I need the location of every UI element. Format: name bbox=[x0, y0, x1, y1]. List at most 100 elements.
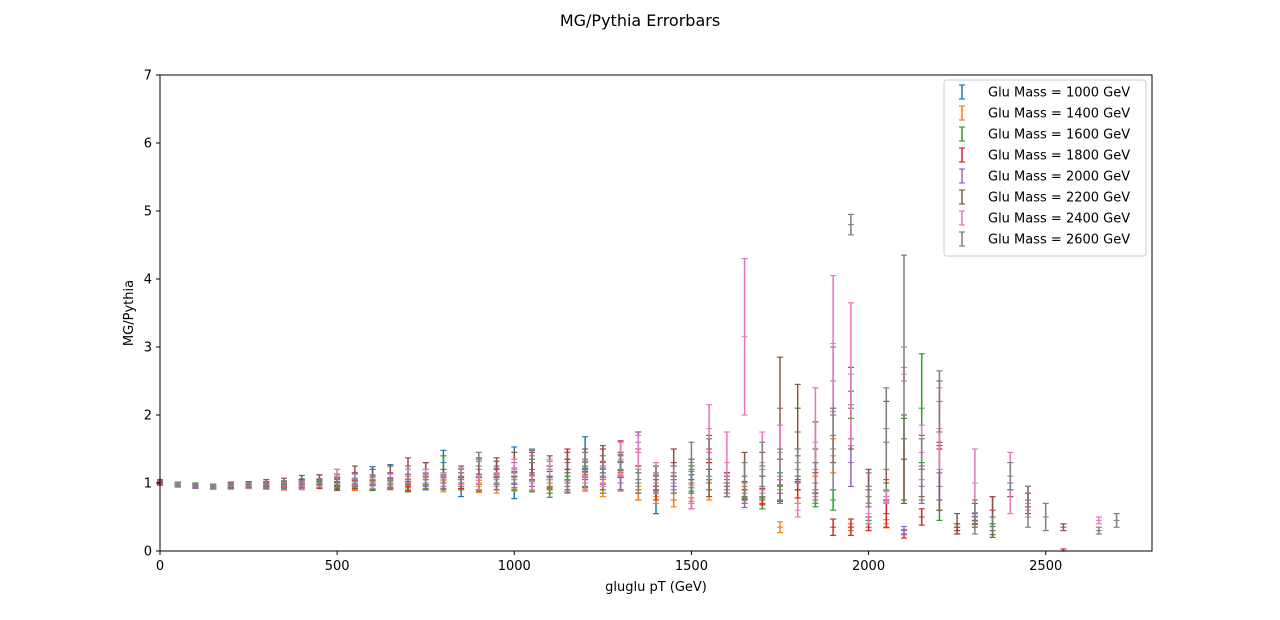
errorbar-point bbox=[351, 477, 358, 489]
errorbar-point bbox=[847, 518, 854, 536]
errorbar-point bbox=[334, 478, 341, 488]
errorbar-point bbox=[865, 485, 872, 508]
legend-label: Glu Mass = 1400 GeV bbox=[988, 107, 1130, 122]
errorbar-point bbox=[511, 475, 518, 491]
y-tick-label: 6 bbox=[144, 137, 152, 152]
x-tick-label: 2000 bbox=[852, 559, 885, 574]
x-tick-label: 2500 bbox=[1029, 559, 1062, 574]
errorbar-point bbox=[263, 482, 270, 490]
errorbar-point bbox=[918, 508, 925, 526]
legend: Glu Mass = 1000 GeV Glu Mass = 1400 GeV Gl… bbox=[943, 79, 1147, 257]
legend-label: Glu Mass = 1600 GeV bbox=[988, 128, 1130, 143]
errorbar-point bbox=[901, 525, 907, 536]
errorbar-point bbox=[688, 497, 695, 510]
errorbar-point bbox=[635, 472, 642, 494]
y-axis-ticks: 0 1 2 3 4 5 6 7 bbox=[144, 69, 160, 560]
errorbar-point bbox=[901, 254, 907, 440]
legend-entry: Glu Mass = 2000 GeV bbox=[959, 168, 1130, 185]
y-tick-label: 3 bbox=[144, 341, 152, 356]
y-tick-label: 2 bbox=[144, 409, 152, 424]
errorbar-point bbox=[653, 465, 659, 494]
errorbar-point bbox=[830, 407, 837, 491]
x-axis-label: gluglu pT (GeV) bbox=[605, 580, 707, 595]
data-marks bbox=[157, 213, 1120, 552]
errorbar-point bbox=[617, 453, 624, 472]
x-tick-label: 500 bbox=[325, 559, 350, 574]
errorbar-point bbox=[599, 460, 606, 479]
errorbar-point bbox=[227, 482, 234, 490]
errorbar-point bbox=[387, 477, 394, 489]
errorbar-point bbox=[1060, 523, 1067, 532]
errorbar-point bbox=[741, 462, 748, 504]
x-tick-label: 1000 bbox=[498, 559, 531, 574]
errorbar-point bbox=[741, 258, 748, 416]
errorbar-point bbox=[918, 438, 925, 501]
legend-entry: Glu Mass = 1600 GeV bbox=[959, 126, 1130, 143]
y-tick-label: 5 bbox=[144, 205, 152, 220]
errorbar-point bbox=[564, 451, 571, 474]
errorbar-point bbox=[210, 483, 217, 490]
errorbar-point bbox=[670, 465, 677, 494]
x-tick-label: 0 bbox=[156, 559, 164, 574]
y-tick-label: 1 bbox=[144, 477, 152, 492]
errorbar-point bbox=[954, 512, 961, 535]
errorbar-point bbox=[1042, 502, 1049, 532]
errorbar-point bbox=[369, 474, 376, 485]
errorbar-point bbox=[847, 302, 854, 447]
legend-entry: Glu Mass = 2200 GeV bbox=[959, 189, 1130, 206]
errorbar-point bbox=[635, 434, 642, 470]
errorbar-point bbox=[830, 518, 837, 536]
legend-label: Glu Mass = 2600 GeV bbox=[988, 233, 1130, 248]
y-axis-label: MG/Pythia bbox=[122, 280, 137, 346]
y-tick-label: 0 bbox=[144, 545, 152, 560]
errorbar-point bbox=[582, 451, 589, 474]
errorbar-point bbox=[458, 472, 465, 487]
legend-entry: Glu Mass = 1400 GeV bbox=[959, 105, 1130, 122]
errorbar-point bbox=[493, 457, 500, 475]
legend-entry: Glu Mass = 2400 GeV bbox=[959, 210, 1130, 227]
errorbar-point bbox=[971, 499, 978, 535]
x-tick-label: 1500 bbox=[675, 559, 708, 574]
errorbar-point bbox=[564, 479, 571, 494]
errorbar-point bbox=[830, 275, 837, 413]
errorbar-point bbox=[759, 441, 766, 498]
legend-label: Glu Mass = 2000 GeV bbox=[988, 170, 1130, 185]
errorbar-point bbox=[529, 448, 535, 464]
errorbar-point bbox=[493, 475, 500, 491]
errorbar-point bbox=[989, 516, 996, 532]
legend-entry: Glu Mass = 1800 GeV bbox=[959, 147, 1130, 164]
errorbar-point bbox=[546, 475, 553, 491]
errorbar-point bbox=[582, 475, 589, 491]
plot-frame bbox=[159, 74, 1153, 552]
errorbar-point bbox=[281, 481, 287, 490]
errorbar-point bbox=[812, 462, 819, 504]
errorbar-point bbox=[794, 502, 801, 518]
errorbar-point bbox=[777, 448, 783, 504]
errorbar-point bbox=[316, 478, 323, 488]
y-tick-label: 4 bbox=[144, 273, 152, 288]
errorbar-point bbox=[1025, 485, 1031, 528]
errorbar-point bbox=[192, 483, 199, 489]
legend-entry: Glu Mass = 2600 GeV bbox=[959, 231, 1130, 248]
errorbar-point bbox=[1113, 512, 1120, 528]
chart-title: MG/Pythia Errorbars bbox=[560, 11, 720, 30]
legend-label: Glu Mass = 2400 GeV bbox=[988, 212, 1130, 227]
errorbar-point bbox=[706, 438, 713, 481]
errorbar-point bbox=[298, 480, 305, 489]
errorbar-point bbox=[847, 213, 854, 236]
errorbar-point bbox=[1095, 526, 1102, 535]
errorbar-point bbox=[546, 488, 553, 498]
errorbar-point bbox=[794, 448, 801, 477]
errorbar-point bbox=[688, 441, 695, 484]
legend-label: Glu Mass = 2200 GeV bbox=[988, 191, 1130, 206]
errorbar-point bbox=[174, 481, 181, 487]
errorbar-point bbox=[723, 482, 730, 498]
series-8-errorbars bbox=[157, 213, 1120, 535]
errorbar-point bbox=[777, 521, 783, 534]
x-axis-ticks: 0 500 1000 1500 2000 2500 bbox=[156, 551, 1062, 574]
legend-box bbox=[943, 79, 1147, 257]
errorbar-point bbox=[883, 489, 890, 504]
errorbar-point bbox=[405, 473, 411, 486]
errorbar-point bbox=[1095, 516, 1102, 525]
errorbar-point bbox=[883, 387, 890, 470]
